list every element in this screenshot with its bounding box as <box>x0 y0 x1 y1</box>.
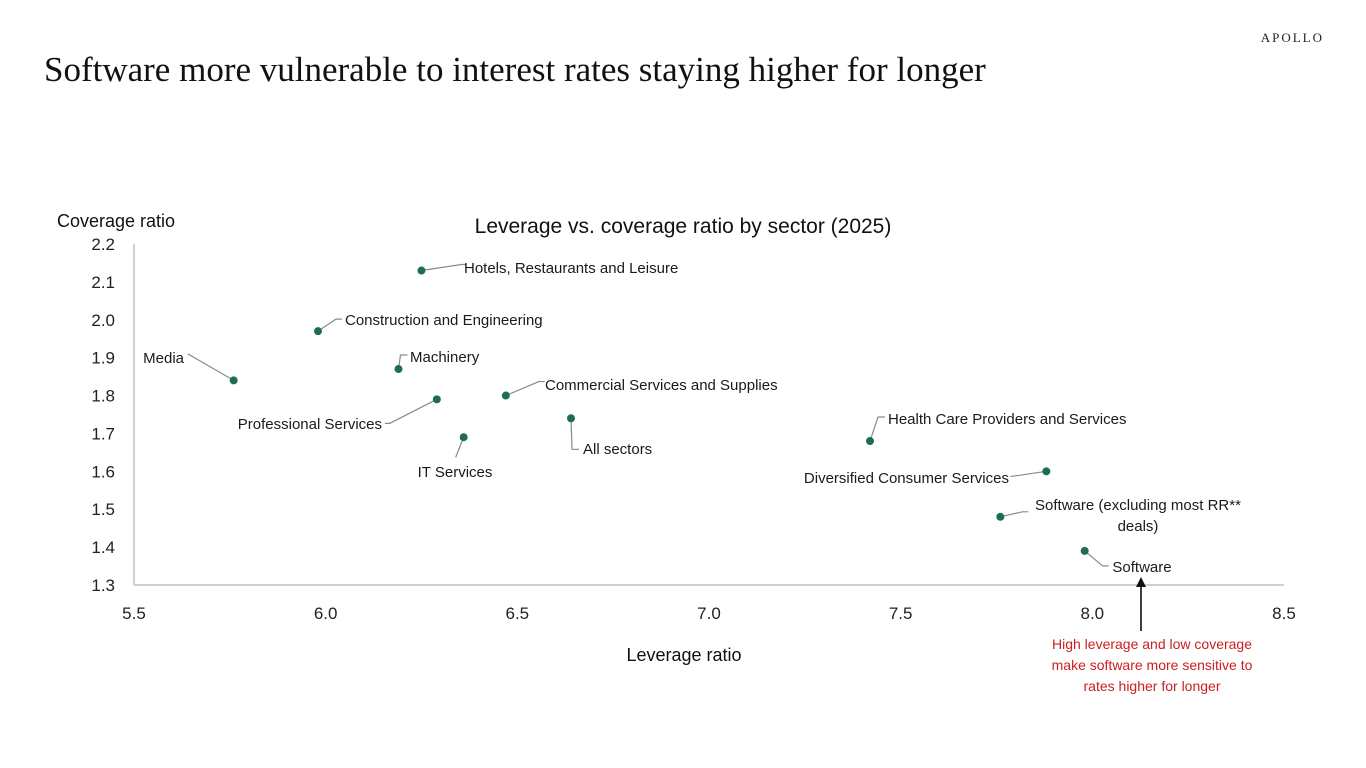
x-tick-label: 6.0 <box>314 604 338 623</box>
data-point <box>417 266 426 275</box>
y-tick-label: 2.2 <box>91 235 115 254</box>
x-tick-label: 8.0 <box>1081 604 1105 623</box>
point-label: Diversified Consumer Services <box>804 470 1009 487</box>
y-tick-label: 1.6 <box>91 462 115 481</box>
apollo-logo: APOLLO <box>1260 30 1324 45</box>
x-tick-label: 6.5 <box>506 604 530 623</box>
point-label: IT Services <box>418 464 493 481</box>
y-tick-label: 2.1 <box>91 273 115 292</box>
leader-line <box>397 354 408 370</box>
data-point <box>432 395 441 404</box>
annotation-text: High leverage and low coverage <box>1052 636 1252 652</box>
data-point <box>1080 546 1089 555</box>
annotation-text: make software more sensitive to <box>1052 657 1253 673</box>
leader-line <box>869 416 885 442</box>
leader-line <box>187 353 234 381</box>
data-point <box>229 376 238 385</box>
y-tick-label: 2.0 <box>91 311 115 330</box>
point-label: Software <box>1112 559 1171 576</box>
x-tick-label: 7.0 <box>697 604 721 623</box>
leader-line <box>421 263 467 272</box>
y-tick-label: 1.9 <box>91 349 115 368</box>
x-axis-label: Leverage ratio <box>626 645 741 665</box>
point-label: Media <box>143 350 185 367</box>
data-point <box>394 365 403 374</box>
annotation-text: rates higher for longer <box>1084 678 1221 694</box>
leader-line <box>1084 550 1109 567</box>
point-label: Construction and Engineering <box>345 312 543 329</box>
leader-line <box>1000 511 1029 518</box>
y-tick-label: 1.8 <box>91 387 115 406</box>
leader-line <box>317 318 342 332</box>
point-label: Health Care Providers and Services <box>888 411 1126 428</box>
leader-line <box>384 398 438 424</box>
annotation-arrowhead <box>1136 577 1146 587</box>
x-tick-label: 7.5 <box>889 604 913 623</box>
point-label: All sectors <box>583 441 652 458</box>
leader-line <box>1010 470 1047 477</box>
chart-title: Leverage vs. coverage ratio by sector (2… <box>475 215 892 238</box>
data-point <box>567 414 575 423</box>
data-point <box>996 512 1005 521</box>
x-tick-label: 8.5 <box>1272 604 1296 623</box>
leader-line <box>570 418 579 450</box>
data-point <box>459 433 468 442</box>
y-axis-label: Coverage ratio <box>57 211 175 231</box>
y-tick-label: 1.5 <box>91 500 115 519</box>
point-label: Software (excluding most RR** deals) <box>1035 497 1241 535</box>
y-tick-label: 1.7 <box>91 424 115 443</box>
point-label: Machinery <box>410 349 480 366</box>
data-point <box>1042 467 1051 476</box>
leader-line <box>505 380 545 397</box>
data-point <box>501 391 510 400</box>
point-label: Professional Services <box>238 416 382 433</box>
point-label: Commercial Services and Supplies <box>545 377 778 394</box>
page-title: Software more vulnerable to interest rat… <box>44 50 986 89</box>
data-point <box>866 437 874 446</box>
x-tick-label: 5.5 <box>122 604 146 623</box>
y-tick-label: 1.3 <box>91 576 115 595</box>
y-tick-label: 1.4 <box>91 538 115 557</box>
data-point <box>314 327 322 336</box>
point-label: Hotels, Restaurants and Leisure <box>464 260 678 277</box>
